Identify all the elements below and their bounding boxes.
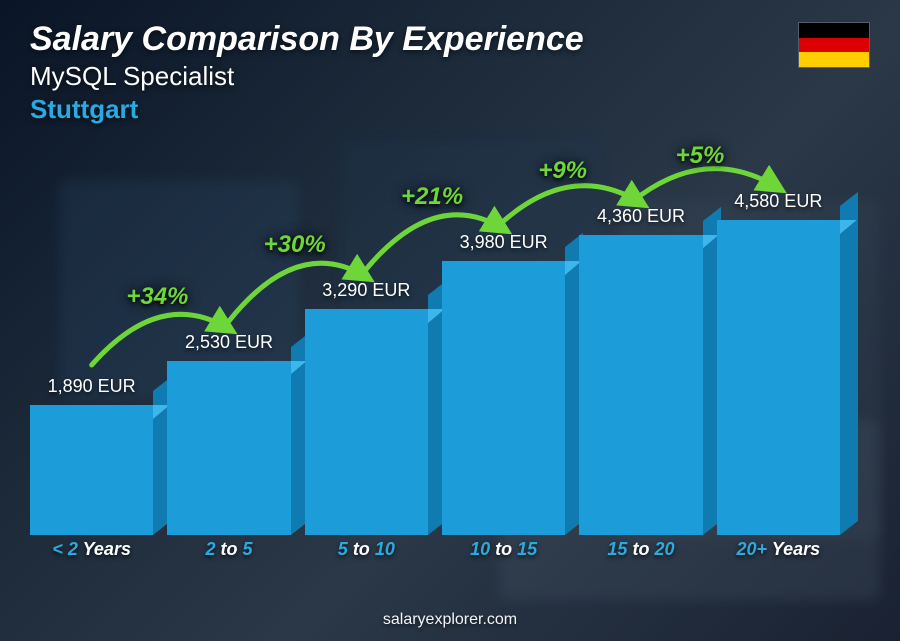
page-location: Stuttgart [30,94,870,125]
bar-column: 2,530 EUR [167,332,290,535]
bar [717,220,840,535]
delta-percent-badge: +9% [538,157,587,185]
delta-percent-badge: +30% [264,231,326,259]
bar-front [579,235,702,535]
bars-container: 1,890 EUR 2,530 EUR 3,290 EUR 3,980 EUR 4,36… [30,160,840,535]
flag-stripe-gold [799,52,869,67]
bar [442,261,565,535]
category-label: 10 to 15 [442,539,565,569]
bar-value-label: 4,360 EUR [597,206,685,227]
bar-value-label: 2,530 EUR [185,332,273,353]
header: Salary Comparison By Experience MySQL Sp… [30,20,870,125]
category-label: < 2 Years [30,539,153,569]
bar-front [305,309,428,535]
page-title: Salary Comparison By Experience [30,20,870,59]
bar-column: 3,290 EUR [305,280,428,535]
delta-percent-badge: +5% [676,142,725,170]
category-label: 2 to 5 [167,539,290,569]
delta-percent-badge: +21% [401,183,463,211]
delta-percent-badge: +34% [126,283,188,311]
salary-bar-chart: 1,890 EUR 2,530 EUR 3,290 EUR 3,980 EUR 4,36… [30,160,840,569]
bar [305,309,428,535]
germany-flag-icon [798,22,870,68]
footer-source: salaryexplorer.com [0,611,900,629]
bar [167,361,290,535]
bar-side [840,192,858,535]
category-labels: < 2 Years 2 to 5 5 to 10 10 to 15 15 to 20 20… [30,539,840,569]
bar [30,405,153,535]
flag-stripe-red [799,38,869,53]
category-label: 15 to 20 [579,539,702,569]
bar-value-label: 3,980 EUR [460,232,548,253]
bar-front [167,361,290,535]
bar-value-label: 1,890 EUR [48,376,136,397]
page-subtitle: MySQL Specialist [30,61,870,92]
bar-value-label: 3,290 EUR [322,280,410,301]
bar-front [717,220,840,535]
category-label: 20+ Years [717,539,840,569]
flag-stripe-black [799,23,869,38]
bar-value-label: 4,580 EUR [734,191,822,212]
bar-column: 4,580 EUR [717,191,840,535]
bar-column: 1,890 EUR [30,376,153,535]
bar-column: 4,360 EUR [579,206,702,535]
bar [579,235,702,535]
bar-front [442,261,565,535]
bar-front [30,405,153,535]
category-label: 5 to 10 [305,539,428,569]
bar-column: 3,980 EUR [442,232,565,535]
